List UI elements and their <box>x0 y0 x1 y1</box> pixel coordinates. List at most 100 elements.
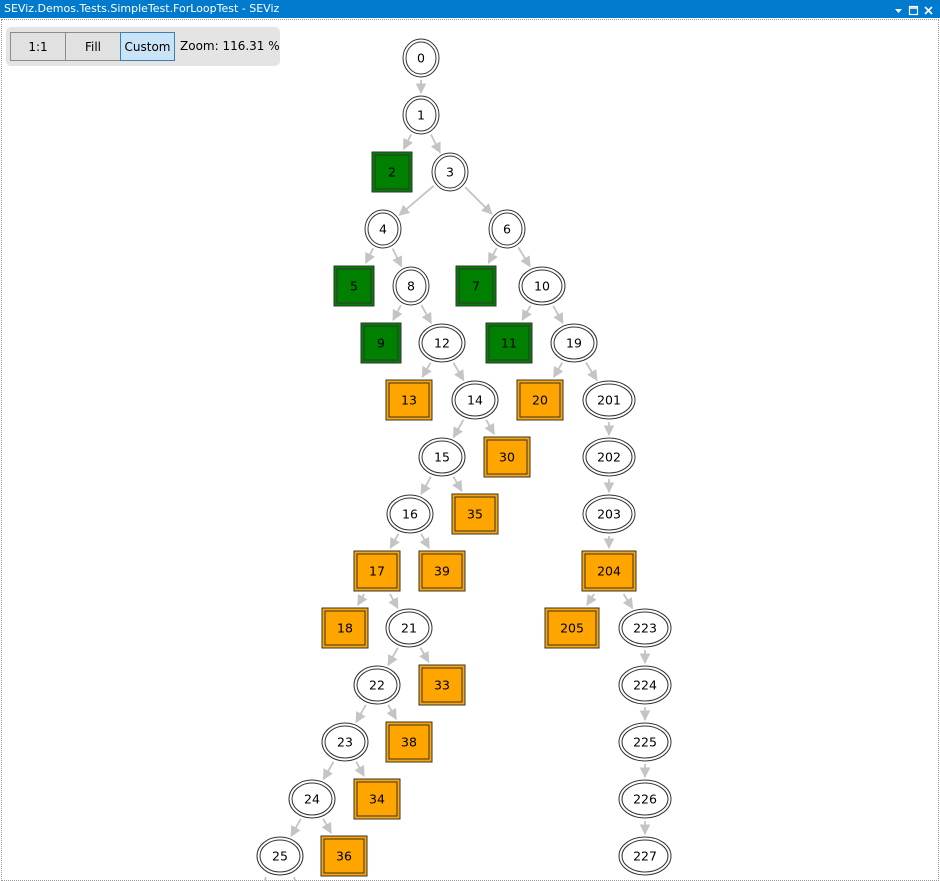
graph-edge-204-223 <box>622 593 634 610</box>
graph-node-36[interactable]: 36 <box>320 835 368 877</box>
graph-node-18[interactable]: 18 <box>321 607 369 649</box>
graph-node-202[interactable]: 202 <box>582 437 636 477</box>
graph-edge-16-39 <box>419 533 430 549</box>
graph-node-label: 30 <box>499 450 515 465</box>
graph-edge-6-10 <box>517 247 531 268</box>
maximize-icon[interactable] <box>907 2 920 16</box>
graph-node-4[interactable]: 4 <box>364 209 402 249</box>
graph-node-label: 22 <box>369 678 385 693</box>
graph-edge-204-205 <box>586 593 597 606</box>
graph-edge-3-4 <box>398 185 435 216</box>
graph-node-2[interactable]: 2 <box>371 151 413 193</box>
graph-edge-12-14 <box>452 362 465 382</box>
graph-node-20[interactable]: 20 <box>516 379 564 421</box>
graph-edge-8-9 <box>392 304 403 321</box>
graph-node-17[interactable]: 17 <box>353 550 401 592</box>
graph-node-label: 14 <box>467 393 483 408</box>
graph-node-22[interactable]: 22 <box>353 665 401 705</box>
graph-node-label: 1 <box>417 108 425 123</box>
graph-node-label: 34 <box>369 792 385 807</box>
graph-node-label: 226 <box>633 792 657 807</box>
graph-node-25[interactable]: 25 <box>256 836 304 876</box>
graph-node-16[interactable]: 16 <box>386 494 434 534</box>
graph-node-label: 227 <box>633 849 657 864</box>
graph-edge-21-33 <box>419 647 430 663</box>
graph-node-5[interactable]: 5 <box>333 265 375 307</box>
graph-node-35[interactable]: 35 <box>451 493 499 535</box>
dropdown-icon[interactable] <box>892 2 905 15</box>
zoom-toolbar: 1:1 Fill Custom Zoom: 116.31 % <box>6 27 280 66</box>
graph-node-13[interactable]: 13 <box>385 379 433 421</box>
close-icon[interactable] <box>922 2 935 15</box>
graph-node-label: 21 <box>401 621 417 636</box>
graph-edge-10-11 <box>521 305 532 321</box>
zoom-fill-button[interactable]: Fill <box>65 32 121 61</box>
zoom-level-label: Zoom: 116.31 % <box>180 39 280 53</box>
graph-node-0[interactable]: 0 <box>402 38 440 78</box>
graph-node-11[interactable]: 11 <box>485 322 533 364</box>
graph-node-38[interactable]: 38 <box>385 721 433 763</box>
graph-node-201[interactable]: 201 <box>582 380 636 420</box>
graph-node-226[interactable]: 226 <box>618 779 672 819</box>
graph-edge-12-13 <box>421 362 432 378</box>
graph-node-223[interactable]: 223 <box>618 608 672 648</box>
graph-node-label: 12 <box>434 336 450 351</box>
graph-edge-23-34 <box>354 761 365 777</box>
graph-node-19[interactable]: 19 <box>550 323 598 363</box>
graph-node-label: 5 <box>350 279 358 294</box>
graph-node-10[interactable]: 10 <box>518 266 566 306</box>
graph-node-24[interactable]: 24 <box>288 779 336 819</box>
graph-node-6[interactable]: 6 <box>488 209 526 249</box>
graph-node-205[interactable]: 205 <box>544 607 600 649</box>
graph-node-15[interactable]: 15 <box>418 437 466 477</box>
graph-edge-22-23 <box>355 704 367 724</box>
graph-node-33[interactable]: 33 <box>418 664 466 706</box>
graph-node-label: 205 <box>560 621 584 636</box>
graph-node-label: 33 <box>434 678 450 693</box>
graph-node-label: 202 <box>597 450 621 465</box>
graph-node-34[interactable]: 34 <box>353 778 401 820</box>
graph-edge-offscreen <box>293 876 297 881</box>
graph-node-label: 0 <box>417 51 425 66</box>
graph-node-12[interactable]: 12 <box>418 323 466 363</box>
graph-node-label: 203 <box>597 507 621 522</box>
graph-node-7[interactable]: 7 <box>455 265 497 307</box>
graph-node-224[interactable]: 224 <box>618 665 672 705</box>
graph-node-label: 9 <box>377 336 385 351</box>
graph-node-203[interactable]: 203 <box>582 494 636 534</box>
graph-node-label: 36 <box>336 849 352 864</box>
graph-node-label: 224 <box>633 678 657 693</box>
graph-node-204[interactable]: 204 <box>581 550 637 592</box>
graph-node-label: 4 <box>379 222 387 237</box>
graph-node-label: 201 <box>597 393 621 408</box>
graph-node-227[interactable]: 227 <box>618 836 672 876</box>
graph-node-14[interactable]: 14 <box>451 380 499 420</box>
graph-node-label: 38 <box>401 735 417 750</box>
graph-node-21[interactable]: 21 <box>385 608 433 648</box>
graph-node-1[interactable]: 1 <box>402 95 440 135</box>
zoom-1to1-button[interactable]: 1:1 <box>10 32 66 61</box>
graph-edge-1-3 <box>430 134 441 154</box>
graph-edge-17-21 <box>388 593 399 610</box>
graph-node-label: 3 <box>446 165 454 180</box>
graph-edge-3-6 <box>464 186 493 215</box>
graph-node-label: 13 <box>401 393 417 408</box>
graph-node-label: 2 <box>388 165 396 180</box>
graph-node-label: 20 <box>532 393 548 408</box>
graph-node-9[interactable]: 9 <box>360 322 402 364</box>
graph-node-label: 39 <box>434 564 450 579</box>
graph-edge-6-7 <box>487 247 498 264</box>
graph-node-30[interactable]: 30 <box>483 436 531 478</box>
graph-edge-8-12 <box>420 304 432 324</box>
graph-node-23[interactable]: 23 <box>321 722 369 762</box>
graph-node-3[interactable]: 3 <box>431 152 469 192</box>
graph-node-label: 10 <box>534 279 550 294</box>
zoom-custom-button[interactable]: Custom <box>120 32 175 61</box>
graph-node-label: 15 <box>434 450 450 465</box>
graph-edge-4-5 <box>364 248 375 264</box>
graph-edge-offscreen <box>263 876 267 881</box>
graph-node-225[interactable]: 225 <box>618 722 672 762</box>
graph-node-8[interactable]: 8 <box>392 266 430 306</box>
graph-edge-17-18 <box>357 593 368 606</box>
graph-node-39[interactable]: 39 <box>418 550 466 592</box>
